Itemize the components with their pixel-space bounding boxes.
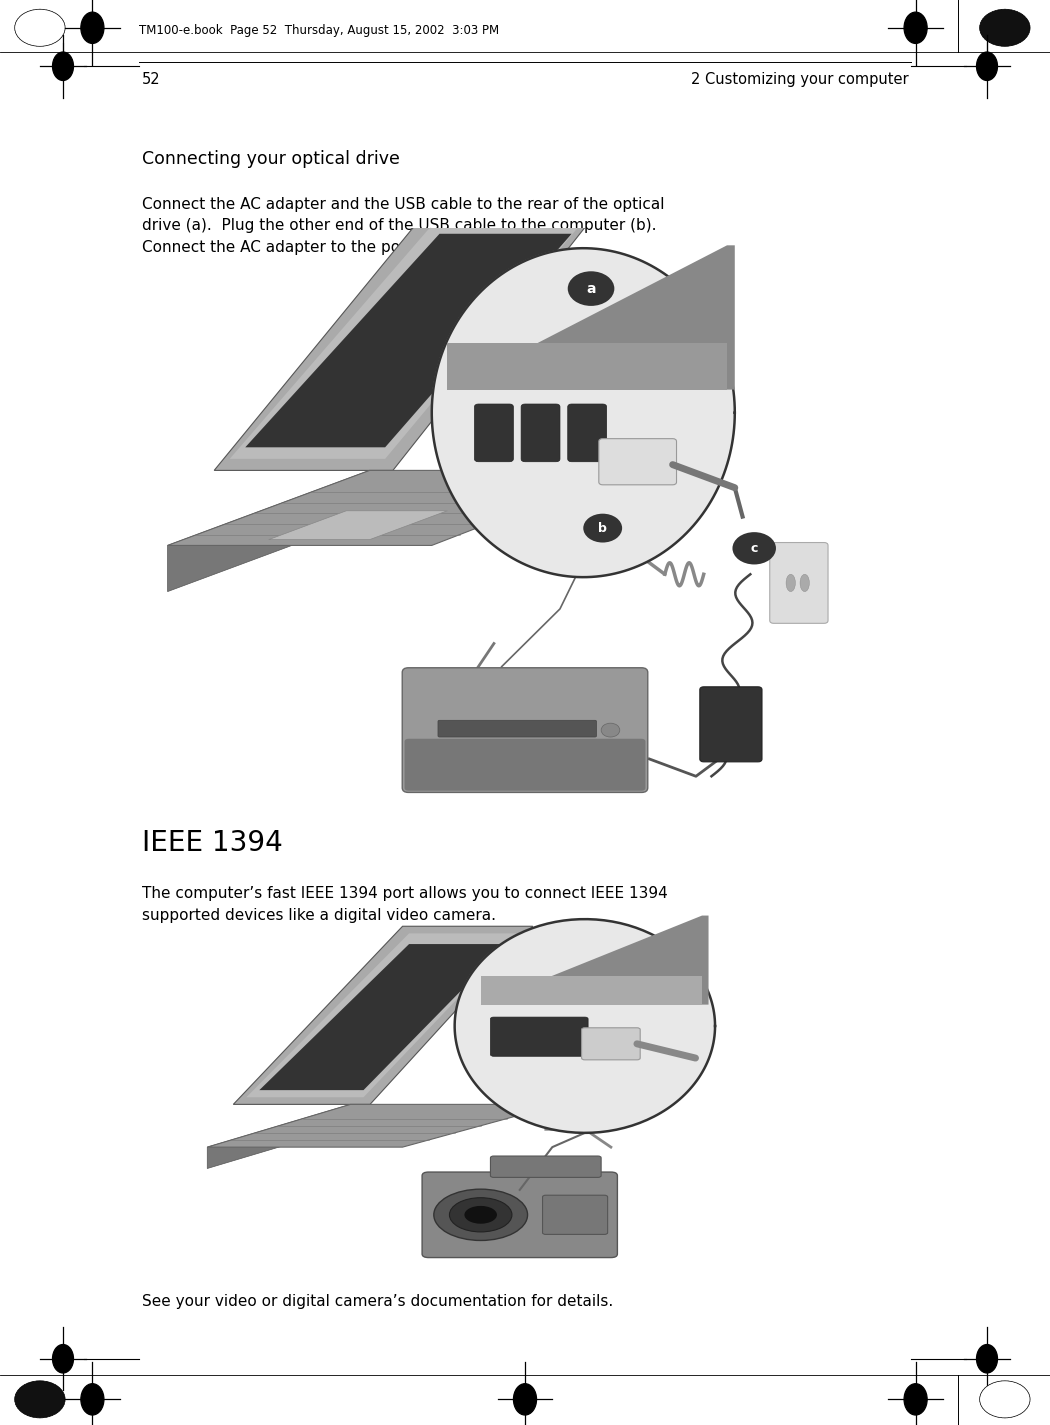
Circle shape <box>584 513 622 543</box>
Circle shape <box>52 1345 74 1374</box>
FancyBboxPatch shape <box>490 1156 601 1177</box>
FancyBboxPatch shape <box>404 738 646 791</box>
Circle shape <box>52 53 74 81</box>
FancyBboxPatch shape <box>490 1017 588 1056</box>
FancyBboxPatch shape <box>543 1196 608 1234</box>
Ellipse shape <box>980 1381 1030 1418</box>
Polygon shape <box>447 343 727 389</box>
Polygon shape <box>447 245 735 389</box>
Circle shape <box>976 53 997 81</box>
Ellipse shape <box>15 9 65 47</box>
Text: b: b <box>598 522 607 534</box>
Text: IEEE 1394: IEEE 1394 <box>142 829 282 858</box>
Polygon shape <box>246 234 571 447</box>
FancyBboxPatch shape <box>699 687 762 762</box>
Circle shape <box>81 1384 104 1415</box>
Polygon shape <box>481 916 709 1005</box>
Text: a: a <box>586 282 595 295</box>
FancyBboxPatch shape <box>568 405 607 462</box>
Polygon shape <box>269 510 447 540</box>
Text: Connecting your optical drive: Connecting your optical drive <box>142 150 400 168</box>
Polygon shape <box>259 945 507 1090</box>
Ellipse shape <box>800 574 810 591</box>
Polygon shape <box>230 217 587 459</box>
Polygon shape <box>481 976 702 1005</box>
FancyBboxPatch shape <box>422 1171 617 1258</box>
Ellipse shape <box>15 1381 65 1418</box>
FancyBboxPatch shape <box>438 720 596 737</box>
Polygon shape <box>207 1104 351 1168</box>
Polygon shape <box>207 1104 559 1147</box>
Ellipse shape <box>980 9 1030 47</box>
Ellipse shape <box>786 574 796 591</box>
Circle shape <box>904 13 927 43</box>
Circle shape <box>976 1345 997 1374</box>
Text: 2 Customizing your computer: 2 Customizing your computer <box>691 73 908 87</box>
Text: TM100-e.book  Page 52  Thursday, August 15, 2002  3:03 PM: TM100-e.book Page 52 Thursday, August 15… <box>139 24 499 37</box>
Text: c: c <box>751 542 758 554</box>
FancyBboxPatch shape <box>521 405 560 462</box>
Text: Connect the AC adapter and the USB cable to the rear of the optical
drive (a).  : Connect the AC adapter and the USB cable… <box>142 197 665 255</box>
Polygon shape <box>455 919 715 1133</box>
FancyBboxPatch shape <box>582 1027 640 1060</box>
Circle shape <box>568 271 614 306</box>
FancyBboxPatch shape <box>770 543 828 623</box>
Circle shape <box>513 1384 537 1415</box>
FancyBboxPatch shape <box>598 439 676 484</box>
Circle shape <box>449 1197 512 1231</box>
Polygon shape <box>168 470 370 591</box>
Text: See your video or digital camera’s documentation for details.: See your video or digital camera’s docum… <box>142 1294 613 1310</box>
FancyBboxPatch shape <box>402 668 648 792</box>
Polygon shape <box>168 470 626 546</box>
Circle shape <box>434 1188 527 1240</box>
Circle shape <box>81 13 104 43</box>
Circle shape <box>733 532 776 564</box>
Text: The computer’s fast IEEE 1394 port allows you to connect IEEE 1394
supported dev: The computer’s fast IEEE 1394 port allow… <box>142 886 668 923</box>
Text: 52: 52 <box>142 73 161 87</box>
FancyBboxPatch shape <box>475 405 513 462</box>
Circle shape <box>904 1384 927 1415</box>
Polygon shape <box>214 205 603 470</box>
Polygon shape <box>233 926 532 1104</box>
Polygon shape <box>247 933 520 1097</box>
Polygon shape <box>432 248 735 577</box>
Circle shape <box>464 1206 497 1224</box>
Circle shape <box>602 722 620 737</box>
